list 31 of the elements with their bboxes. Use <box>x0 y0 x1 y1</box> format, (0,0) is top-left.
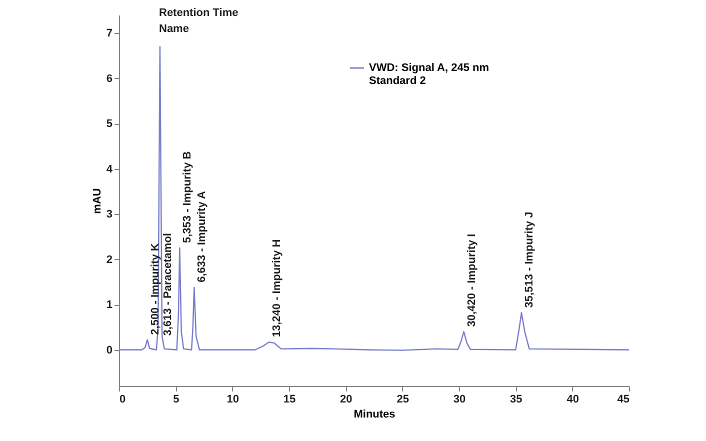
line-series <box>119 46 629 351</box>
annotation: 3,613 - Paracetamol <box>162 233 174 336</box>
x-tick-label: 40 <box>566 394 579 406</box>
x-tick-label: 30 <box>453 394 466 406</box>
annotation: 30,420 - Impurity I <box>466 234 478 327</box>
y-tick-label: 5 <box>106 118 112 130</box>
x-tick-label: 25 <box>396 394 409 406</box>
y-tick-label: 1 <box>106 299 112 312</box>
y-tick-label: 3 <box>106 208 112 221</box>
x-tick-label: 5 <box>173 394 180 406</box>
annotation: 13,240 - Impurity H <box>271 239 284 338</box>
annotation: Name <box>159 23 189 35</box>
y-tick-label: 4 <box>106 163 114 176</box>
x-axis-title: Minutes <box>354 408 396 420</box>
x-tick-label: 0 <box>120 394 126 406</box>
annotation: 6,633 - Impurity A <box>196 191 208 282</box>
annotation: 2,500 - Impurity K <box>149 243 162 335</box>
y-tick-label: 2 <box>106 254 112 266</box>
legend-label: VWD: Signal A, 245 nm Standard 2 <box>369 62 490 87</box>
annotation: 35,513 - Impurity J <box>523 212 536 308</box>
x-tick-label: 15 <box>283 394 296 406</box>
y-axis-title: mAU <box>91 188 104 214</box>
y-tick-label: 0 <box>106 344 112 356</box>
x-tick-label: 10 <box>226 394 239 406</box>
y-tick-label: 7 <box>106 28 112 40</box>
x-tick-label: 35 <box>510 394 522 406</box>
y-tick-label: 6 <box>106 72 112 85</box>
x-tick-label: 45 <box>617 394 630 406</box>
annotation: Retention Time <box>159 7 238 19</box>
annotation: 5,353 - Impurity B <box>182 151 194 244</box>
x-tick-label: 20 <box>340 394 352 406</box>
